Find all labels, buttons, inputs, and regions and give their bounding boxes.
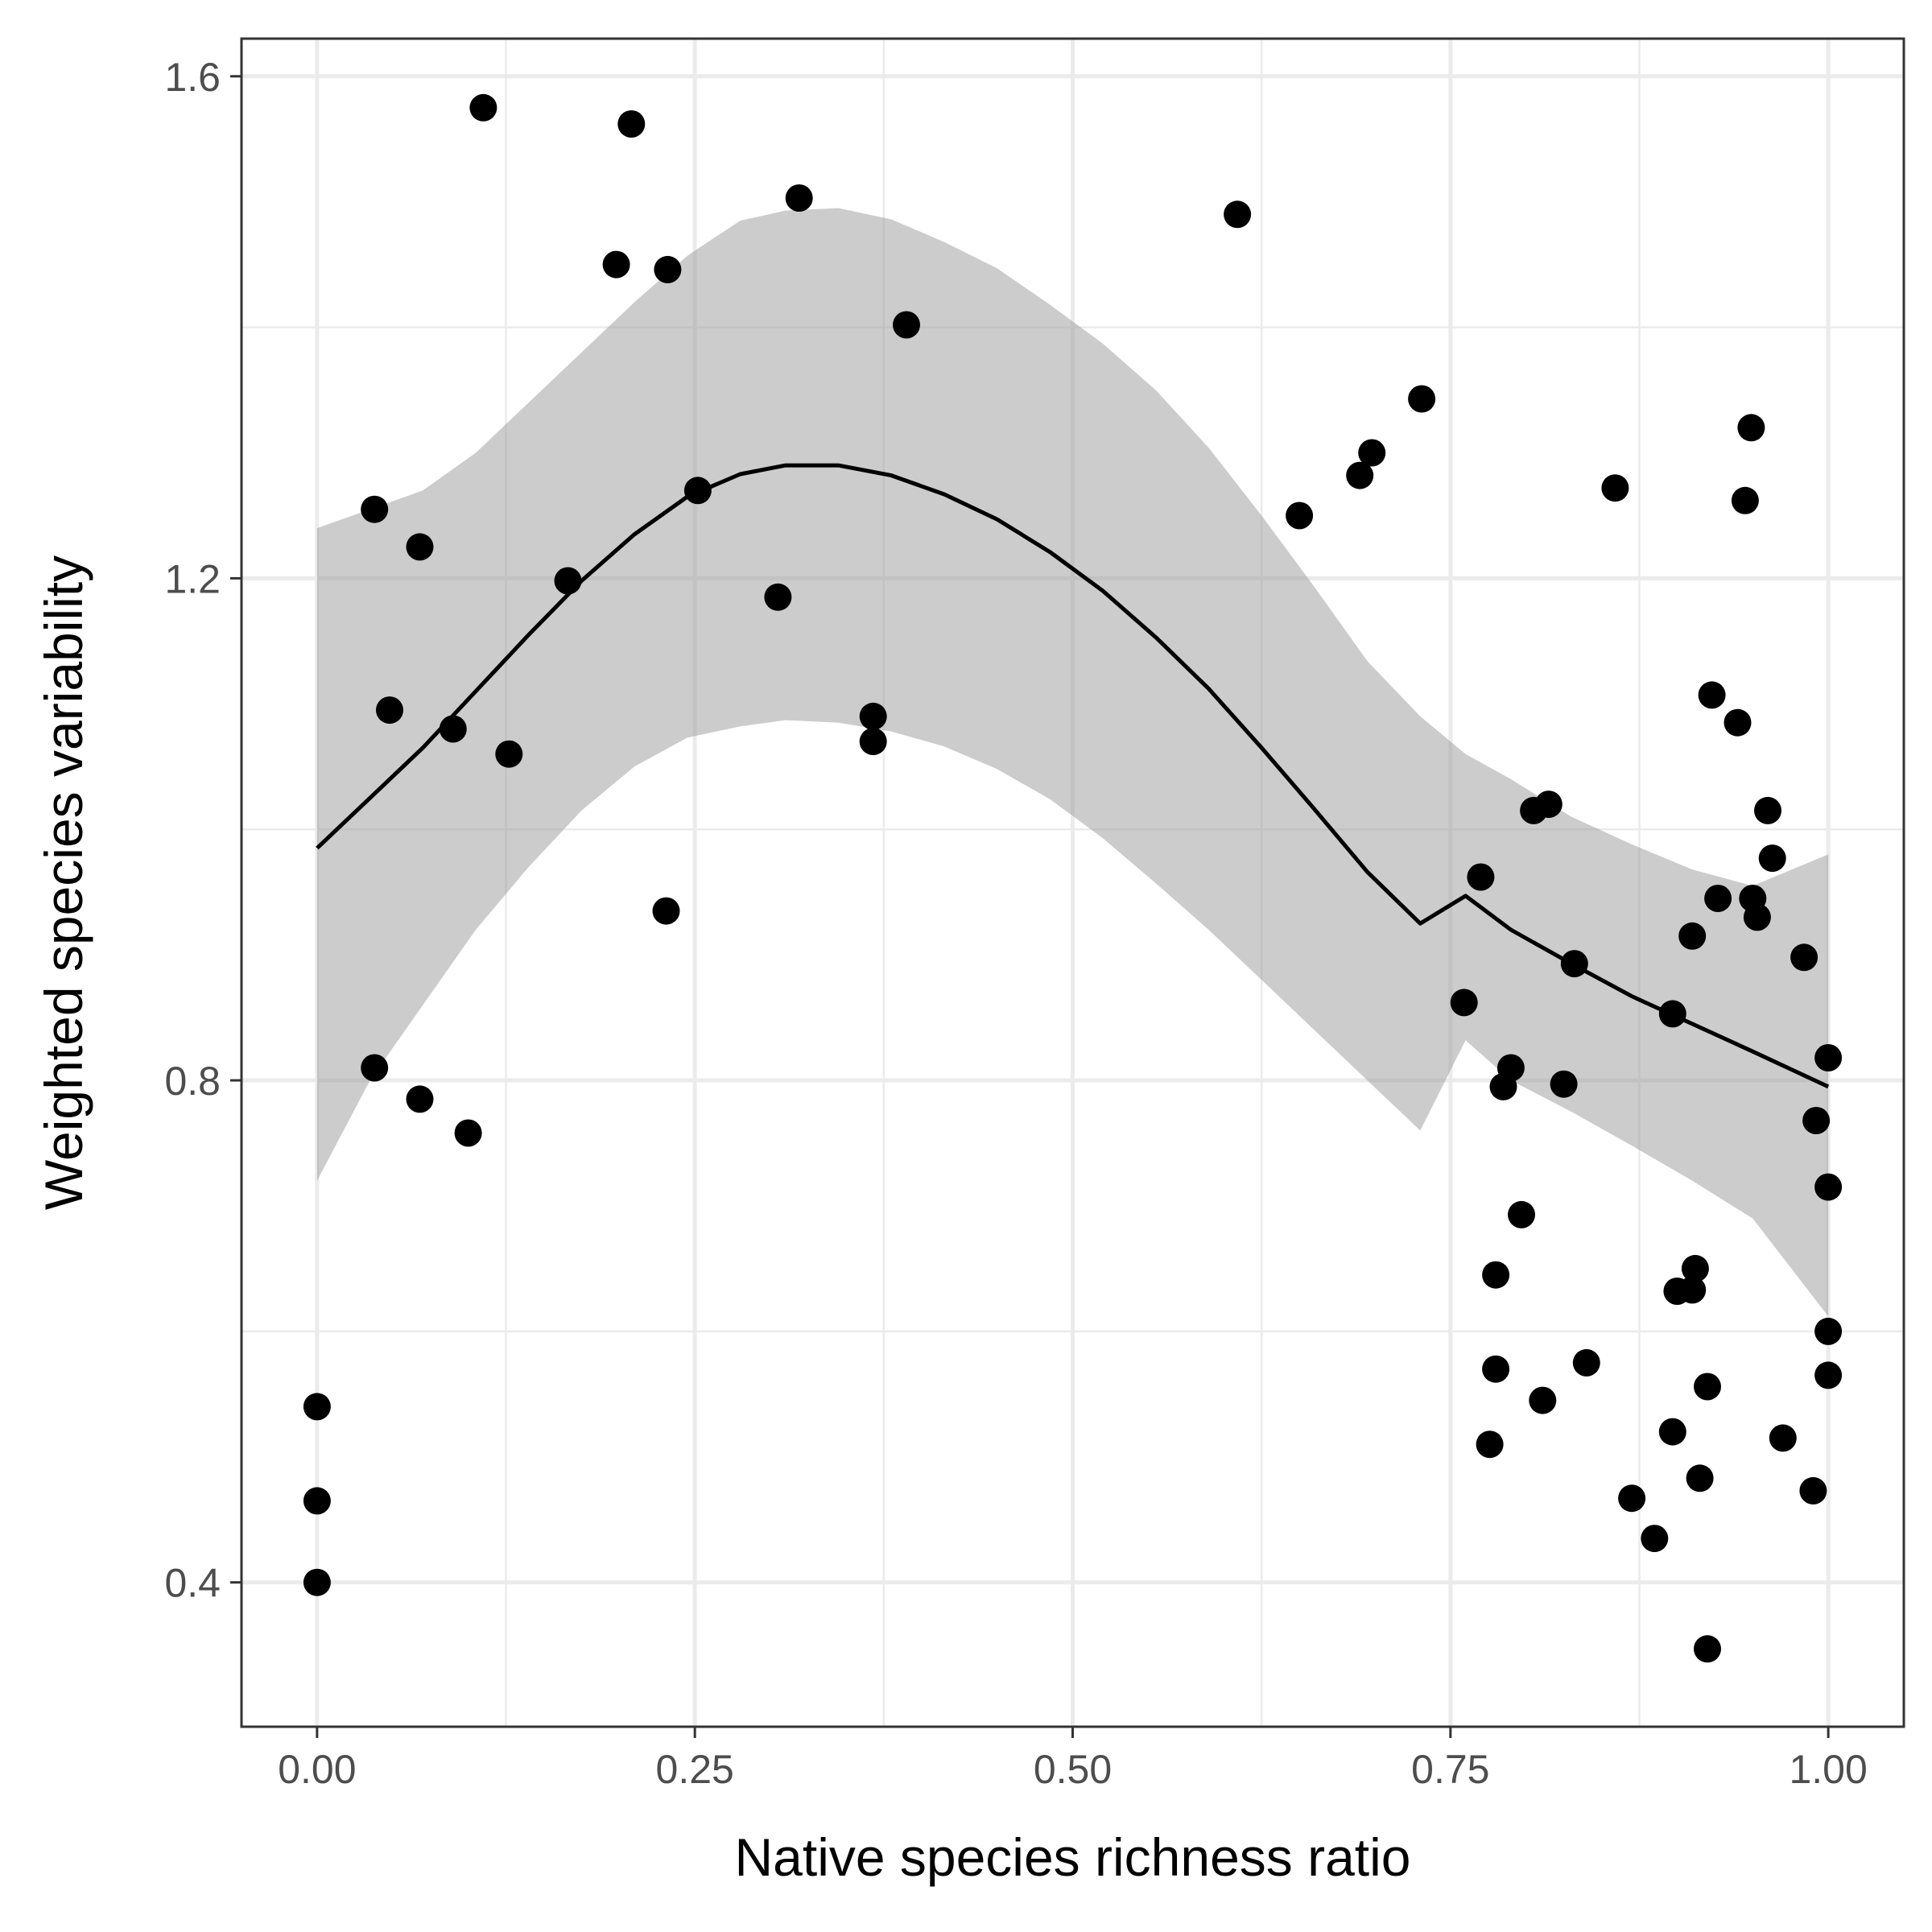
point-66 xyxy=(1802,1107,1831,1134)
y-tick-label-1: 0.8 xyxy=(164,1059,221,1104)
point-27 xyxy=(1408,385,1436,413)
x-axis-title: Native species richness ratio xyxy=(734,1827,1410,1887)
point-68 xyxy=(1814,1173,1843,1201)
point-52 xyxy=(1694,1373,1721,1401)
point-39 xyxy=(1550,1070,1578,1098)
point-44 xyxy=(1641,1525,1669,1553)
point-18 xyxy=(764,583,792,611)
point-38 xyxy=(1534,791,1563,819)
point-69 xyxy=(1814,1317,1843,1345)
point-10 xyxy=(469,93,497,122)
point-57 xyxy=(1731,486,1759,514)
point-17 xyxy=(683,477,712,505)
point-1 xyxy=(303,1487,331,1515)
point-30 xyxy=(1476,1430,1504,1459)
point-35 xyxy=(1508,1200,1535,1228)
x-tick-label-0: 0.00 xyxy=(278,1747,356,1792)
point-53 xyxy=(1694,1635,1721,1663)
point-9 xyxy=(454,1119,482,1147)
point-0 xyxy=(303,1393,331,1421)
point-22 xyxy=(893,311,920,339)
point-28 xyxy=(1450,989,1478,1017)
x-tick-label-2: 0.50 xyxy=(1034,1747,1112,1792)
point-8 xyxy=(439,715,467,743)
y-tick-label-2: 1.2 xyxy=(164,556,221,601)
point-54 xyxy=(1698,681,1726,709)
point-37 xyxy=(1529,1386,1557,1414)
point-43 xyxy=(1618,1484,1646,1513)
smooth-line xyxy=(316,463,1830,1089)
point-60 xyxy=(1743,903,1771,931)
point-25 xyxy=(1346,461,1374,489)
point-3 xyxy=(361,495,389,523)
point-16 xyxy=(652,897,680,925)
point-31 xyxy=(1482,1355,1510,1383)
point-62 xyxy=(1758,844,1786,873)
point-24 xyxy=(1286,502,1314,530)
y-tick-label-0: 0.4 xyxy=(164,1561,221,1606)
x-tick-label-1: 0.25 xyxy=(656,1747,734,1792)
point-34 xyxy=(1496,1054,1525,1082)
point-50 xyxy=(1681,1254,1709,1282)
point-20 xyxy=(859,702,887,730)
point-26 xyxy=(1358,439,1386,467)
x-axis: 0.00 0.25 0.50 0.75 1.00 xyxy=(278,1727,1868,1792)
point-5 xyxy=(376,696,403,724)
point-55 xyxy=(1704,885,1732,912)
point-51 xyxy=(1686,1464,1714,1492)
y-axis-title: Weighted species variability xyxy=(34,555,93,1210)
point-19 xyxy=(785,184,813,212)
point-13 xyxy=(602,250,630,279)
point-49 xyxy=(1678,922,1707,950)
point-42 xyxy=(1601,474,1629,502)
point-70 xyxy=(1814,1361,1843,1389)
point-45 xyxy=(1658,1000,1686,1028)
point-56 xyxy=(1724,708,1752,737)
point-23 xyxy=(1224,200,1252,229)
point-46 xyxy=(1658,1418,1686,1446)
point-40 xyxy=(1560,950,1588,978)
point-48 xyxy=(1678,1276,1707,1304)
point-67 xyxy=(1814,1044,1843,1071)
y-tick-label-3: 1.6 xyxy=(164,55,221,100)
point-21 xyxy=(859,728,887,756)
point-29 xyxy=(1467,863,1495,891)
point-58 xyxy=(1737,414,1765,442)
point-64 xyxy=(1790,943,1818,972)
point-2 xyxy=(303,1568,331,1596)
x-tick-label-4: 1.00 xyxy=(1789,1747,1867,1792)
point-61 xyxy=(1754,796,1781,824)
point-6 xyxy=(406,533,434,561)
point-15 xyxy=(654,255,682,283)
point-14 xyxy=(617,110,646,138)
point-4 xyxy=(361,1054,389,1082)
point-41 xyxy=(1572,1348,1600,1377)
x-tick-label-3: 0.75 xyxy=(1411,1747,1489,1792)
point-32 xyxy=(1482,1261,1510,1289)
point-12 xyxy=(554,567,582,595)
point-11 xyxy=(495,740,523,768)
point-65 xyxy=(1799,1476,1827,1505)
point-63 xyxy=(1769,1424,1797,1452)
y-axis: 0.4 0.8 1.2 1.6 xyxy=(164,55,242,1606)
points-layer xyxy=(303,93,1843,1663)
point-7 xyxy=(406,1085,434,1113)
